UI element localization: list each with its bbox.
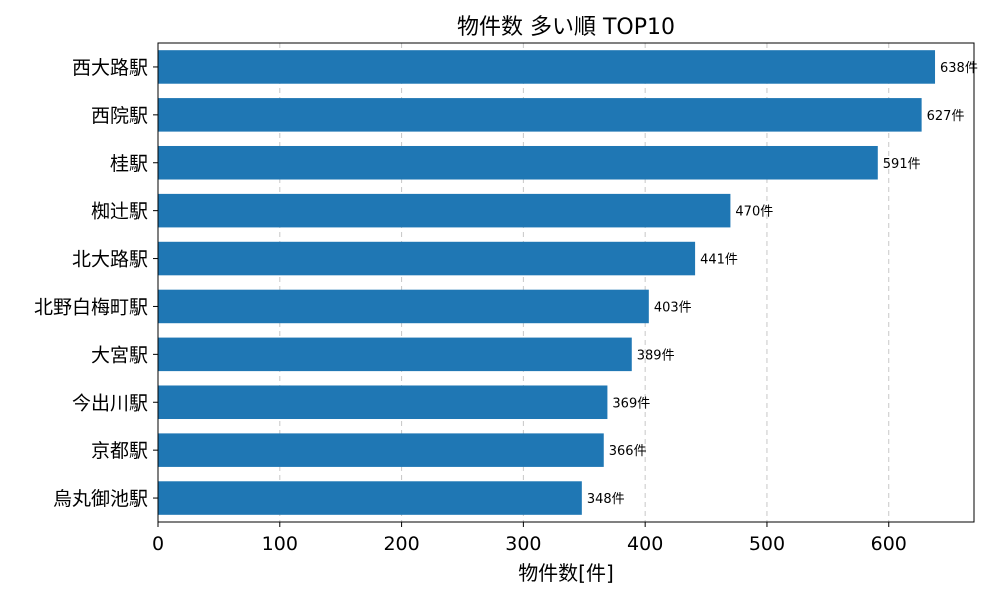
data-label: 591件 bbox=[883, 157, 921, 172]
category-label: 京都駅 bbox=[91, 440, 148, 462]
data-labels: 638件 627件 591件 470件 441件 403件 389件 369件 366件 348件 bbox=[587, 61, 978, 507]
bar bbox=[158, 193, 731, 228]
x-tick-label: 400 bbox=[627, 533, 663, 555]
data-label: 441件 bbox=[700, 253, 738, 268]
data-label: 369件 bbox=[612, 396, 650, 411]
x-axis-label: 物件数[件] bbox=[518, 561, 614, 585]
x-axis-ticks: 0 100 200 300 400 500 600 bbox=[152, 522, 907, 555]
bar bbox=[158, 385, 608, 420]
data-label: 403件 bbox=[654, 300, 692, 315]
bars bbox=[158, 50, 936, 515]
plot-frame bbox=[157, 42, 975, 523]
x-tick-label: 200 bbox=[383, 533, 419, 555]
category-label: 桂駅 bbox=[110, 153, 148, 175]
category-label: 西大路駅 bbox=[72, 57, 148, 79]
data-label: 638件 bbox=[940, 61, 978, 76]
data-label: 627件 bbox=[927, 109, 965, 124]
bar bbox=[158, 337, 632, 372]
x-tick-label: 100 bbox=[262, 533, 298, 555]
x-tick-label: 300 bbox=[505, 533, 541, 555]
x-tick-label: 0 bbox=[152, 533, 164, 555]
category-label: 大宮駅 bbox=[91, 344, 148, 366]
category-label: 北野白梅町駅 bbox=[34, 296, 148, 318]
data-label: 389件 bbox=[637, 348, 675, 363]
x-tick-label: 600 bbox=[871, 533, 907, 555]
bar bbox=[158, 481, 582, 515]
category-label: 西院駅 bbox=[91, 105, 148, 127]
category-label: 北大路駅 bbox=[72, 249, 148, 271]
x-tick-label: 500 bbox=[749, 533, 785, 555]
data-label: 470件 bbox=[735, 205, 773, 220]
data-label: 348件 bbox=[587, 492, 625, 507]
bar bbox=[158, 289, 649, 324]
bar bbox=[158, 98, 922, 132]
bar bbox=[158, 433, 604, 467]
category-label: 今出川駅 bbox=[72, 392, 148, 414]
bar bbox=[158, 50, 936, 84]
bar bbox=[158, 145, 878, 180]
category-label: 烏丸御池駅 bbox=[53, 488, 148, 510]
chart-title: 物件数 多い順 TOP10 bbox=[457, 15, 675, 40]
bar bbox=[158, 241, 696, 276]
data-label: 366件 bbox=[609, 444, 647, 459]
category-label: 椥辻駅 bbox=[91, 201, 148, 223]
